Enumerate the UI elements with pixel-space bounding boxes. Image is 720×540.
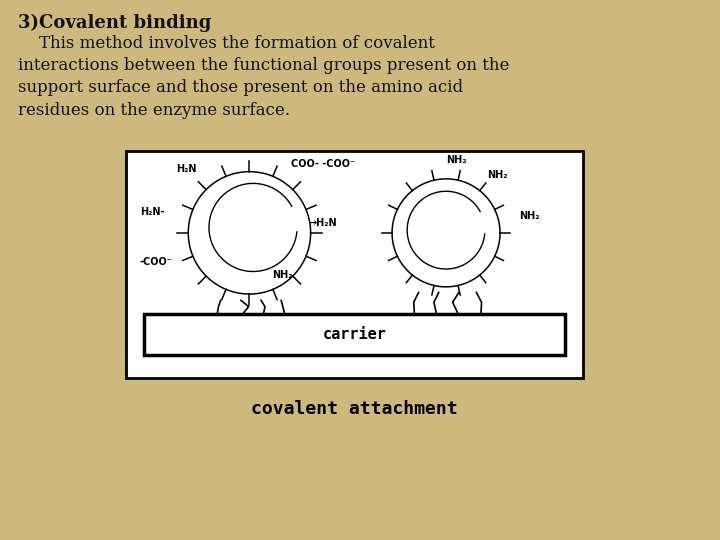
- Text: →H₂N: →H₂N: [309, 218, 338, 228]
- Text: H₂N-: H₂N-: [140, 207, 164, 217]
- Text: This method involves the formation of covalent
interactions between the function: This method involves the formation of co…: [18, 35, 509, 119]
- Bar: [144, 314, 565, 355]
- Text: COO- -COO⁻: COO- -COO⁻: [291, 159, 355, 169]
- Text: NH₂: NH₂: [272, 270, 293, 280]
- Text: NH₂: NH₂: [446, 154, 467, 165]
- Text: -COO⁻: -COO⁻: [140, 256, 173, 267]
- Text: NH₂: NH₂: [519, 211, 540, 221]
- Text: covalent attachment: covalent attachment: [251, 400, 458, 417]
- Text: carrier: carrier: [323, 327, 387, 342]
- Text: NH₂: NH₂: [487, 171, 508, 180]
- Text: 3)Covalent binding: 3)Covalent binding: [18, 14, 212, 32]
- Bar: [126, 151, 583, 378]
- Text: H₂N: H₂N: [176, 164, 197, 174]
